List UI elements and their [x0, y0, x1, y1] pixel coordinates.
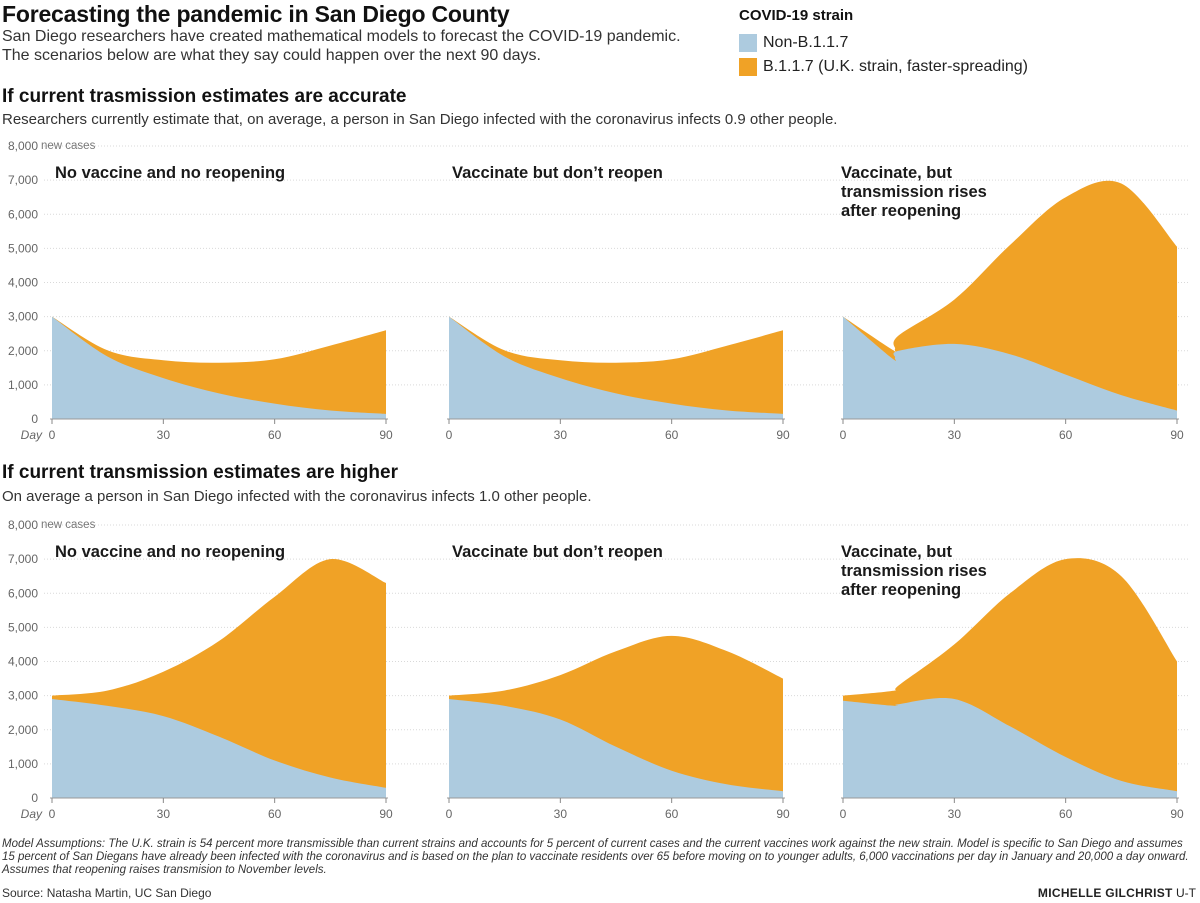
y-tick-label: 5,000 [8, 620, 38, 634]
x-tick-label: 30 [554, 428, 568, 442]
x-tick-label: 90 [379, 807, 393, 821]
y-tick-label: 7,000 [8, 173, 38, 187]
y-tick-label: 8,000 [8, 139, 38, 153]
section-subheading-higher: On average a person in San Diego infecte… [2, 488, 592, 505]
source-note: Source: Natasha Martin, UC San Diego [2, 886, 212, 900]
x-tick-label: 0 [840, 807, 847, 821]
x-tick-label: 90 [1170, 428, 1184, 442]
legend-swatch-orange [739, 58, 757, 76]
x-tick-label: 60 [1059, 428, 1073, 442]
y-tick-label: 2,000 [8, 344, 38, 358]
y-tick-label: 4,000 [8, 655, 38, 669]
legend-label: B.1.1.7 (U.K. strain, faster-spreading) [763, 58, 1028, 75]
legend-item-b117: B.1.1.7 (U.K. strain, faster-spreading) [739, 58, 1028, 78]
y-tick-label: 6,000 [8, 207, 38, 221]
area-non-b117 [843, 316, 1177, 419]
panel-title-line: No vaccine and no reopening [55, 164, 285, 182]
x-tick-label: 0 [49, 807, 56, 821]
x-axis-label: Day [21, 428, 43, 442]
panel-title: No vaccine and no reopening [55, 164, 285, 182]
panel-title: Vaccinate but don’t reopen [452, 543, 663, 561]
section-heading-higher: If current transmission estimates are hi… [2, 462, 398, 483]
x-tick-label: 30 [554, 807, 568, 821]
y-tick-label: 0 [31, 791, 38, 805]
area-non-b117 [843, 698, 1177, 798]
x-tick-label: 30 [157, 807, 171, 821]
y-tick-label: 8,000 [8, 518, 38, 532]
x-tick-label: 60 [665, 807, 679, 821]
y-tick-label: 6,000 [8, 586, 38, 600]
y-tick-label: 1,000 [8, 378, 38, 392]
x-tick-label: 90 [379, 428, 393, 442]
x-tick-label: 30 [948, 807, 962, 821]
y-tick-label: 4,000 [8, 276, 38, 290]
legend-swatch-blue [739, 34, 757, 52]
panel-title-line: after reopening [841, 581, 961, 599]
panel-title-line: transmission rises [841, 183, 987, 201]
credit: MICHELLE GILCHRIST U-T [1038, 886, 1196, 900]
x-tick-label: 0 [446, 428, 453, 442]
x-tick-label: 0 [446, 807, 453, 821]
model-assumptions-note: Model Assumptions: The U.K. strain is 54… [2, 838, 1189, 876]
panel-title-line: Vaccinate, but [841, 543, 952, 561]
panel-title: Vaccinate but don’t reopen [452, 164, 663, 182]
panel-title-line: No vaccine and no reopening [55, 543, 285, 561]
panel-title-line: after reopening [841, 202, 961, 220]
x-tick-label: 60 [665, 428, 679, 442]
x-tick-label: 60 [1059, 807, 1073, 821]
legend-title: COVID-19 strain [739, 7, 854, 24]
area-non-b117 [449, 316, 783, 419]
panel-title-line: Vaccinate but don’t reopen [452, 543, 663, 561]
panel-title: No vaccine and no reopening [55, 543, 285, 561]
area-non-b117 [449, 699, 783, 798]
panel-title-line: Vaccinate but don’t reopen [452, 164, 663, 182]
section-heading-accurate: If current trasmission estimates are acc… [2, 86, 407, 107]
credit-name: MICHELLE GILCHRIST [1037, 886, 1173, 900]
x-tick-label: 60 [268, 807, 282, 821]
panel-title: Vaccinate, but transmission rises after re… [841, 164, 987, 220]
y-tick-label: 7,000 [8, 552, 38, 566]
panel-title-line: transmission rises [841, 562, 987, 580]
x-tick-label: 90 [1170, 807, 1184, 821]
x-tick-label: 60 [268, 428, 282, 442]
panel-title: Vaccinate, but transmission rises after re… [841, 543, 987, 599]
page-subtitle: San Diego researchers have created mathe… [2, 28, 681, 64]
y-tick-label: 1,000 [8, 757, 38, 771]
page-title: Forecasting the pandemic in San Diego Co… [2, 1, 510, 27]
x-tick-label: 30 [948, 428, 962, 442]
x-axis-label: Day [21, 807, 43, 821]
y-axis-label: new cases [41, 519, 96, 531]
y-tick-label: 3,000 [8, 689, 38, 703]
area-non-b117 [52, 316, 386, 419]
x-tick-label: 0 [49, 428, 56, 442]
area-non-b117 [52, 699, 386, 798]
legend-label: Non-B.1.1.7 [763, 34, 849, 51]
x-tick-label: 90 [776, 428, 790, 442]
y-tick-label: 3,000 [8, 310, 38, 324]
y-tick-label: 2,000 [8, 723, 38, 737]
x-tick-label: 30 [157, 428, 171, 442]
panel-title-line: Vaccinate, but [841, 164, 952, 182]
section-subheading-accurate: Researchers currently estimate that, on … [2, 111, 838, 128]
y-tick-label: 5,000 [8, 241, 38, 255]
credit-org: U-T [1176, 886, 1196, 900]
y-axis-label: new cases [41, 140, 96, 152]
x-tick-label: 90 [776, 807, 790, 821]
y-tick-label: 0 [31, 412, 38, 426]
x-tick-label: 0 [840, 428, 847, 442]
legend-item-non-b117: Non-B.1.1.7 [739, 34, 848, 54]
